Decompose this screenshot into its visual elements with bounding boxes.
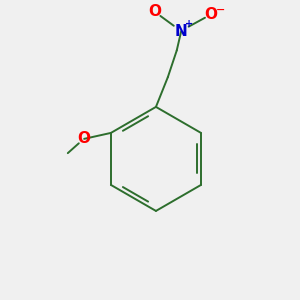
Text: O: O [78,131,91,146]
Text: +: + [184,19,193,29]
Text: O: O [204,7,218,22]
Text: N: N [175,24,188,39]
Text: O: O [148,4,161,19]
Text: −: − [216,4,225,14]
